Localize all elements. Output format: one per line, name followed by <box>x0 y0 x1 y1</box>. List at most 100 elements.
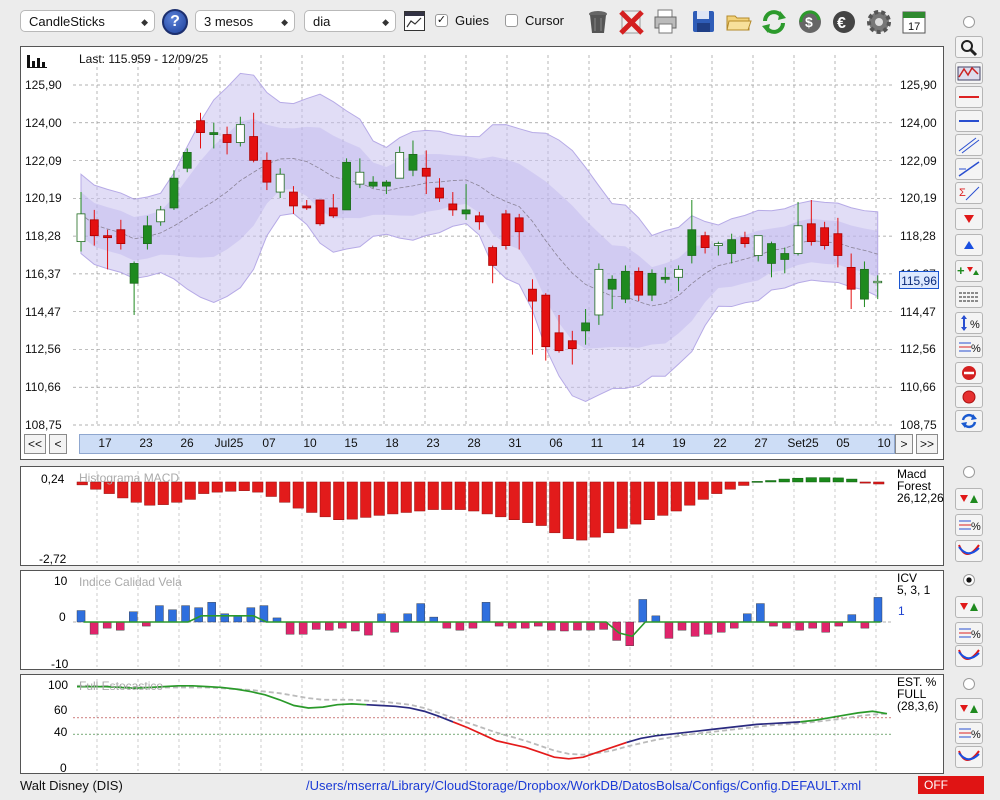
macd-bar <box>697 481 709 500</box>
icv-bar <box>129 611 138 623</box>
date-tick: 22 <box>713 436 727 450</box>
interval-select[interactable]: dia ◆ <box>304 10 396 32</box>
save-icon[interactable] <box>690 8 718 36</box>
euro-icon[interactable]: € <box>830 8 858 36</box>
fibonacci-button[interactable]: Σ <box>955 182 983 204</box>
icv-bar <box>325 621 334 631</box>
stoch-signal-button[interactable] <box>955 698 983 720</box>
last-quote-label: Last: 115.959 - 12/09/25 <box>79 52 209 66</box>
nav-prev-button[interactable]: < <box>49 434 67 454</box>
icv-bar <box>677 621 687 631</box>
date-tick: 23 <box>426 436 440 450</box>
date-tick: 23 <box>139 436 153 450</box>
calendar-icon[interactable]: 17 <box>900 8 928 36</box>
macd-bar <box>211 481 223 493</box>
stochastic-chart[interactable] <box>21 675 943 773</box>
dollar-refresh-icon[interactable]: $ <box>796 8 824 36</box>
candle-body <box>355 171 365 185</box>
guides-checkbox[interactable]: ✓ <box>435 14 448 27</box>
macd-bar <box>157 481 169 505</box>
icv-extra-value: 1 <box>898 604 905 618</box>
icv-bar <box>547 621 556 631</box>
icv-bar <box>416 603 425 623</box>
macd-bar <box>279 481 291 503</box>
chart-style-button[interactable] <box>955 62 983 84</box>
buy-signal-button[interactable] <box>955 234 983 256</box>
refresh-icon[interactable] <box>760 8 788 36</box>
icv-panel: Indice Calidad Vela 10 0 -10 ICV 5, 3, 1… <box>20 570 944 671</box>
add-signal-button[interactable]: + <box>955 260 983 282</box>
chart-type-select[interactable]: CandleSticks ◆ <box>20 10 155 32</box>
zoom-button[interactable] <box>955 36 983 58</box>
radio-button[interactable] <box>963 678 975 690</box>
config-path-link[interactable]: /Users/mserra/Library/CloudStorage/Dropb… <box>306 778 862 793</box>
arrow-down-red-icon <box>964 215 974 223</box>
price-tick-left: 124,00 <box>25 115 62 130</box>
percent-range-button[interactable]: % <box>955 312 983 334</box>
macd-bar <box>630 481 642 525</box>
price-chart[interactable] <box>21 47 943 459</box>
macd-bar <box>859 481 871 484</box>
icv-bar <box>155 605 164 623</box>
trendline-icon <box>958 161 980 177</box>
price-tick-left: 112,56 <box>25 342 61 357</box>
macd-bar <box>144 481 156 506</box>
radio-button-selected[interactable] <box>963 574 975 586</box>
delete-icon[interactable] <box>618 8 646 36</box>
gear-icon[interactable] <box>865 8 893 36</box>
icv-curve-button[interactable] <box>955 645 983 667</box>
candle-body <box>833 233 843 256</box>
stoch-slow-line <box>77 684 888 756</box>
price-tick-right: 110,66 <box>900 380 936 395</box>
icv-bar <box>311 621 321 630</box>
price-tick-left: 108,75 <box>25 418 62 432</box>
macd-signal-button[interactable] <box>955 488 983 510</box>
macd-bar <box>184 481 196 500</box>
print-icon[interactable] <box>652 8 680 36</box>
radio-button[interactable] <box>963 16 975 28</box>
cancel-button[interactable] <box>955 362 983 384</box>
macd-bar <box>765 480 777 483</box>
icv-chart[interactable] <box>21 571 943 669</box>
icv-bar <box>338 621 347 629</box>
trash-icon[interactable] <box>585 8 613 36</box>
macd-bar <box>873 481 885 485</box>
horizontal-line-red-button[interactable] <box>955 86 983 108</box>
cursor-checkbox[interactable] <box>505 14 518 27</box>
stoch-line-green <box>800 710 888 723</box>
icv-bar <box>651 615 661 623</box>
off-status-badge[interactable]: OFF <box>918 776 984 794</box>
nav-next-button[interactable]: > <box>895 434 913 454</box>
stoch-percent-button[interactable]: % <box>955 722 983 744</box>
macd-bar <box>508 481 520 520</box>
levels-button[interactable] <box>955 286 983 308</box>
chart-window-icon[interactable] <box>404 11 425 31</box>
nav-last-button[interactable]: >> <box>916 434 938 454</box>
moving-average-line <box>80 158 878 307</box>
svg-text:%: % <box>971 629 981 641</box>
icv-bar <box>390 621 399 633</box>
macd-percent-button[interactable]: % <box>955 514 983 536</box>
stoch-curve-button[interactable] <box>955 746 983 768</box>
sync-button[interactable] <box>955 410 983 432</box>
radio-button[interactable] <box>963 466 975 478</box>
help-icon[interactable]: ? <box>162 9 188 35</box>
icv-signal-button[interactable] <box>955 596 983 618</box>
nav-first-button[interactable]: << <box>24 434 46 454</box>
sell-signal-button[interactable] <box>955 208 983 230</box>
macd-curve-button[interactable] <box>955 540 983 562</box>
trendline-button[interactable] <box>955 158 983 180</box>
chevron-updown-icon: ◆ <box>281 17 288 27</box>
percent-levels-button[interactable]: % <box>955 336 983 358</box>
date-axis[interactable]: 17 23 26 Jul25 07 10 15 18 23 28 31 06 11 14 19 22 27 Set… <box>79 434 895 454</box>
stop-button[interactable] <box>955 386 983 408</box>
horizontal-line-blue-button[interactable] <box>955 110 983 132</box>
macd-chart[interactable] <box>21 467 943 565</box>
channel-button[interactable] <box>955 134 983 156</box>
macd-bar <box>832 477 844 483</box>
icv-percent-button[interactable]: % <box>955 622 983 644</box>
period-select[interactable]: 3 mesos ◆ <box>195 10 295 32</box>
macd-bar <box>576 481 588 541</box>
folder-open-icon[interactable] <box>725 8 753 36</box>
candle-body <box>713 243 723 246</box>
